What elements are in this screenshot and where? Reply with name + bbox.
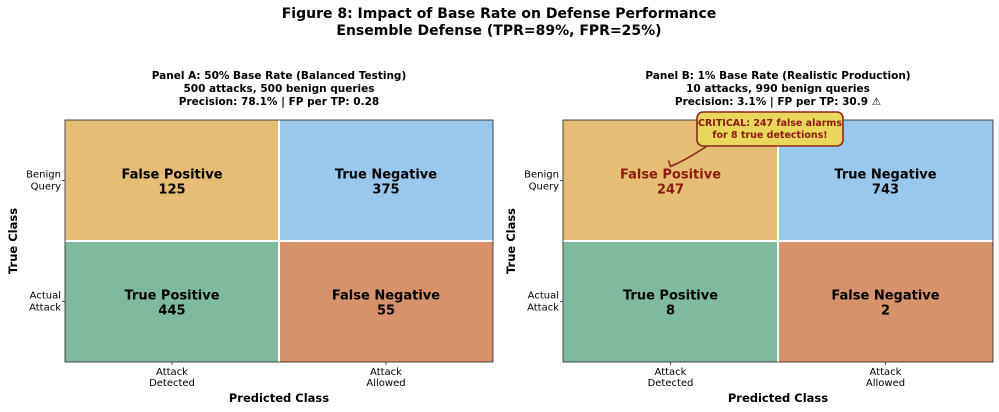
y-axis-label: True Class xyxy=(6,208,20,274)
cell-label: False Negative xyxy=(831,289,939,304)
x-tick-label: Attack xyxy=(370,367,402,378)
cell-label: False Negative xyxy=(332,289,440,304)
cell-label: True Negative xyxy=(834,168,936,183)
y-tick-label: Query xyxy=(31,182,61,193)
figure-subtitle: Ensemble Defense (TPR=89%, FPR=25%) xyxy=(336,23,661,39)
annotation-arrowhead xyxy=(667,160,677,168)
x-tick-label: Attack xyxy=(870,367,902,378)
y-tick-label: Attack xyxy=(527,303,559,314)
panel-title-line: 10 attacks, 990 benign queries xyxy=(686,83,870,95)
cell-label: True Negative xyxy=(335,168,437,183)
cell-label: True Positive xyxy=(623,289,718,304)
x-axis-label: Predicted Class xyxy=(229,391,329,405)
x-tick-label: Attack xyxy=(156,367,188,378)
axes-frame xyxy=(64,119,494,363)
cell-label: True Positive xyxy=(124,289,219,304)
annotation-box xyxy=(696,111,844,147)
annotation-text: for 8 true detections! xyxy=(712,130,827,141)
cell-label: False Positive xyxy=(121,168,222,183)
x-tick-label: Allowed xyxy=(866,378,905,389)
cell-false-negative xyxy=(778,241,993,362)
y-tick-label: Actual xyxy=(30,291,61,302)
cell-false-negative xyxy=(279,241,493,362)
y-tick-label: Benign xyxy=(26,170,61,181)
figure-title: Figure 8: Impact of Base Rate on Defense… xyxy=(282,6,717,22)
y-axis-label: True Class xyxy=(504,208,518,274)
panel-title-line: 500 attacks, 500 benign queries xyxy=(183,83,374,95)
panel-title-line: Precision: 3.1% | FP per TP: 30.9 ⚠ xyxy=(675,96,881,108)
y-tick-label: Actual xyxy=(528,291,559,302)
x-tick-label: Attack xyxy=(655,367,687,378)
cell-value: 247 xyxy=(657,183,684,198)
cell-false-positive xyxy=(65,120,279,241)
annotation-text: CRITICAL: 247 false alarms xyxy=(698,118,842,129)
cell-value: 125 xyxy=(158,183,185,198)
cell-true-positive xyxy=(65,241,279,362)
y-tick-label: Benign xyxy=(524,170,559,181)
cell-value: 2 xyxy=(881,304,890,319)
panel-title-line: Panel B: 1% Base Rate (Realistic Product… xyxy=(645,70,910,82)
x-tick-label: Detected xyxy=(149,378,195,389)
cell-value: 8 xyxy=(666,304,675,319)
x-tick-label: Detected xyxy=(648,378,694,389)
panel-b: Panel B: 1% Base Rate (Realistic Product… xyxy=(504,70,994,405)
cell-value: 55 xyxy=(377,304,395,319)
y-tick-label: Query xyxy=(529,182,559,193)
panel-title-line: Precision: 78.1% | FP per TP: 0.28 xyxy=(179,96,379,108)
cell-true-positive xyxy=(563,241,778,362)
panel-title-line: Panel A: 50% Base Rate (Balanced Testing… xyxy=(152,70,407,82)
y-tick-label: Attack xyxy=(29,303,61,314)
panels: Panel A: 50% Base Rate (Balanced Testing… xyxy=(6,70,994,405)
cell-value: 375 xyxy=(372,183,399,198)
x-tick-label: Allowed xyxy=(366,378,405,389)
cell-label: False Positive xyxy=(620,168,721,183)
x-axis-label: Predicted Class xyxy=(728,391,828,405)
cell-value: 445 xyxy=(158,304,185,319)
cell-true-negative xyxy=(279,120,493,241)
panel-a: Panel A: 50% Base Rate (Balanced Testing… xyxy=(6,70,494,405)
cell-value: 743 xyxy=(872,183,899,198)
